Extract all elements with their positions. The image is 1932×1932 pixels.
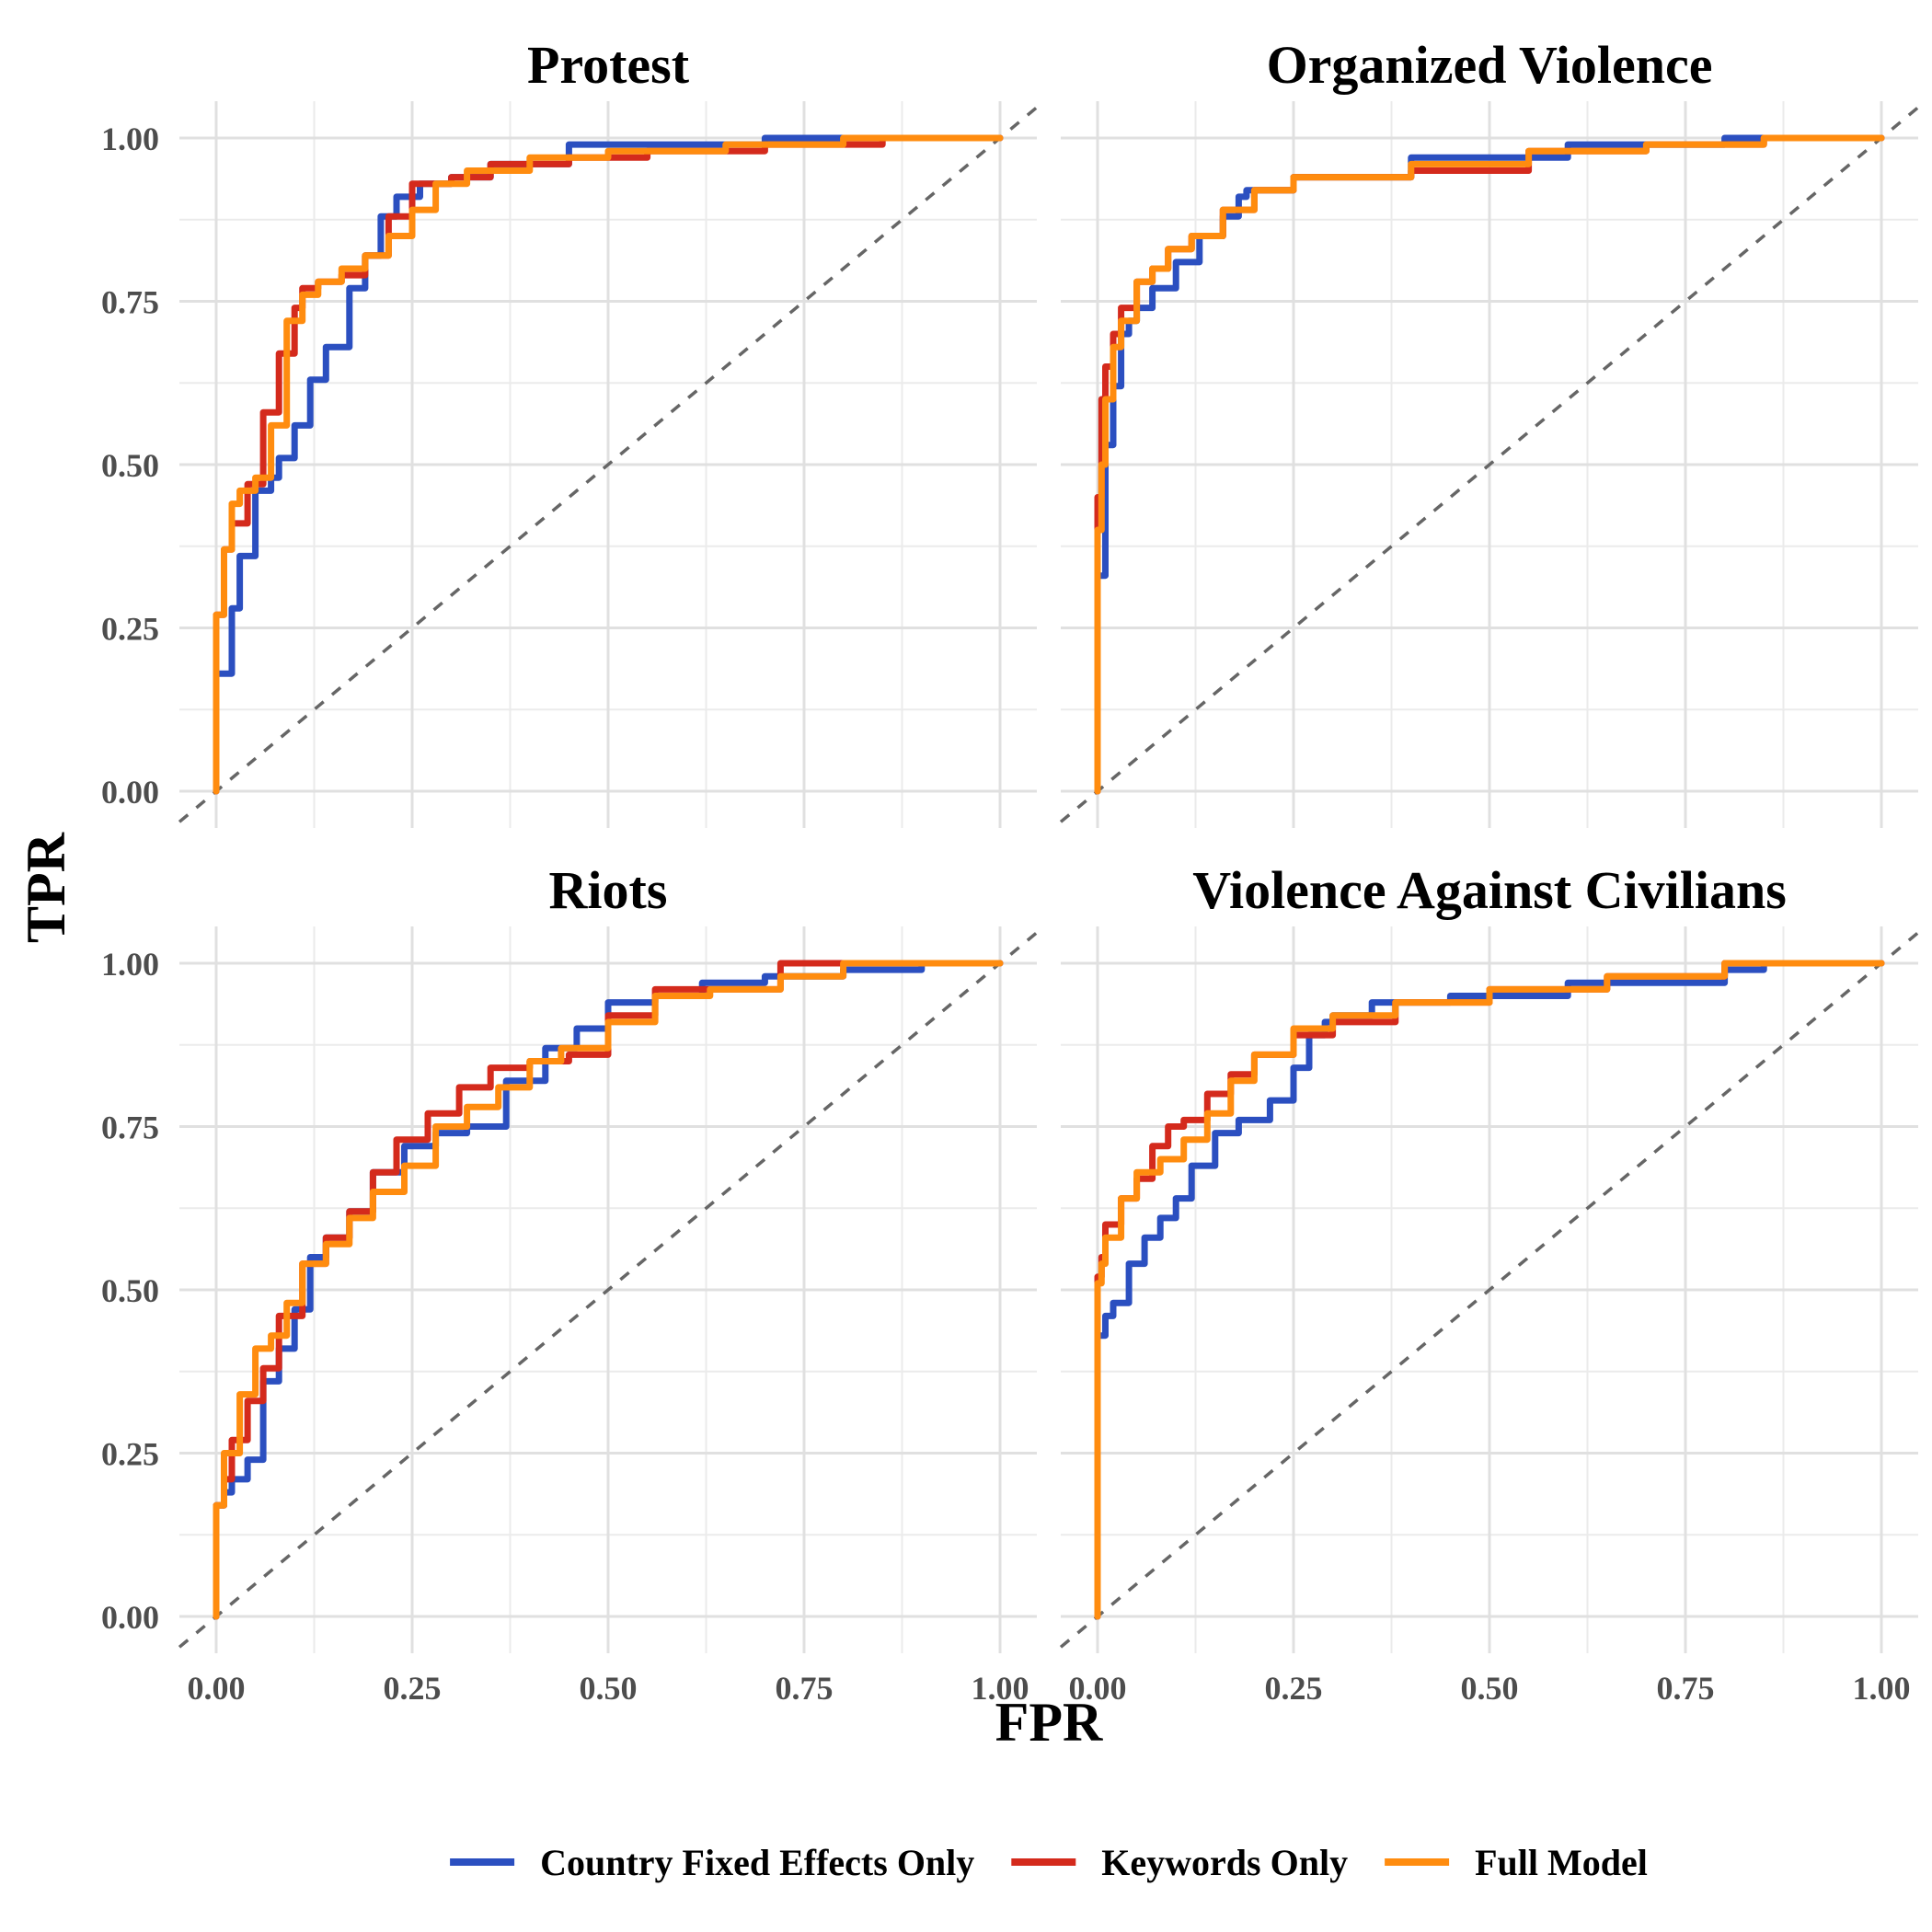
panel-title: Protest — [527, 35, 690, 95]
panel-title: Organized Violence — [1267, 35, 1713, 95]
legend-label: Keywords Only — [1101, 1842, 1348, 1883]
series-line-country-fixed-effects-only — [1094, 960, 1885, 1620]
legend-item-country-fixed-effects-only: Country Fixed Effects Only — [450, 1842, 974, 1883]
reference-diagonal — [178, 931, 1039, 1649]
legend-label: Country Fixed Effects Only — [540, 1842, 974, 1883]
x-tick-label: 0.50 — [580, 1670, 638, 1707]
x-tick-label: 0.25 — [1265, 1670, 1323, 1707]
panel-title: Violence Against Civilians — [1192, 860, 1787, 920]
panel-riots: Riots 0.00 0.25 0.50 0.75 1.00 0.00 0.25 0.50 0.7… — [101, 860, 1039, 1707]
series-line-full-model — [213, 134, 1004, 795]
reference-diagonal — [178, 106, 1039, 823]
y-tick-label: 1.00 — [101, 946, 159, 983]
panel-protest: Protest 0.00 0.25 0.50 0.75 1.00 — [101, 35, 1039, 828]
legend-item-full-model: Full Model — [1385, 1842, 1648, 1883]
x-tick-label: 1.00 — [1853, 1670, 1911, 1707]
x-tick-label: 0.75 — [776, 1670, 834, 1707]
x-tick-label: 0.25 — [384, 1670, 442, 1707]
reference-diagonal — [1059, 931, 1920, 1649]
x-tick-label: 0.50 — [1461, 1670, 1519, 1707]
y-tick-label: 0.00 — [101, 774, 159, 811]
x-axis-title: FPR — [995, 1692, 1103, 1753]
x-tick-label: 0.75 — [1657, 1670, 1715, 1707]
x-tick-label: 0.00 — [188, 1670, 246, 1707]
y-tick-label: 0.50 — [101, 1272, 159, 1309]
series-line-full-model — [1094, 134, 1885, 795]
panel-organized-violence: Organized Violence — [1059, 35, 1920, 828]
panel-violence-against-civilians: Violence Against Civilians 0.00 0.25 0.50 0.… — [1059, 860, 1920, 1707]
y-tick-label: 1.00 — [101, 121, 159, 157]
x-tick-label: 0.00 — [1069, 1670, 1127, 1707]
y-tick-label: 0.75 — [101, 284, 159, 321]
legend-item-keywords-only: Keywords Only — [1011, 1842, 1348, 1883]
y-tick-label: 0.50 — [101, 447, 159, 484]
y-tick-label: 0.25 — [101, 1436, 159, 1473]
panel-title: Riots — [549, 860, 668, 920]
y-axis-title: TPR — [16, 832, 76, 943]
panels-layer: Protest 0.00 0.25 0.50 0.75 1.00 Organized Vio… — [101, 35, 1920, 1707]
x-tick-label: 1.00 — [972, 1670, 1029, 1707]
legend: Country Fixed Effects Only Keywords Only F… — [450, 1842, 1648, 1883]
series-line-full-model — [213, 960, 1004, 1620]
legend-label: Full Model — [1475, 1842, 1648, 1883]
reference-diagonal — [1059, 106, 1920, 823]
y-tick-label: 0.00 — [101, 1599, 159, 1636]
y-tick-label: 0.75 — [101, 1110, 159, 1146]
y-tick-label: 0.25 — [101, 611, 159, 648]
series-line-full-model — [1094, 960, 1885, 1620]
